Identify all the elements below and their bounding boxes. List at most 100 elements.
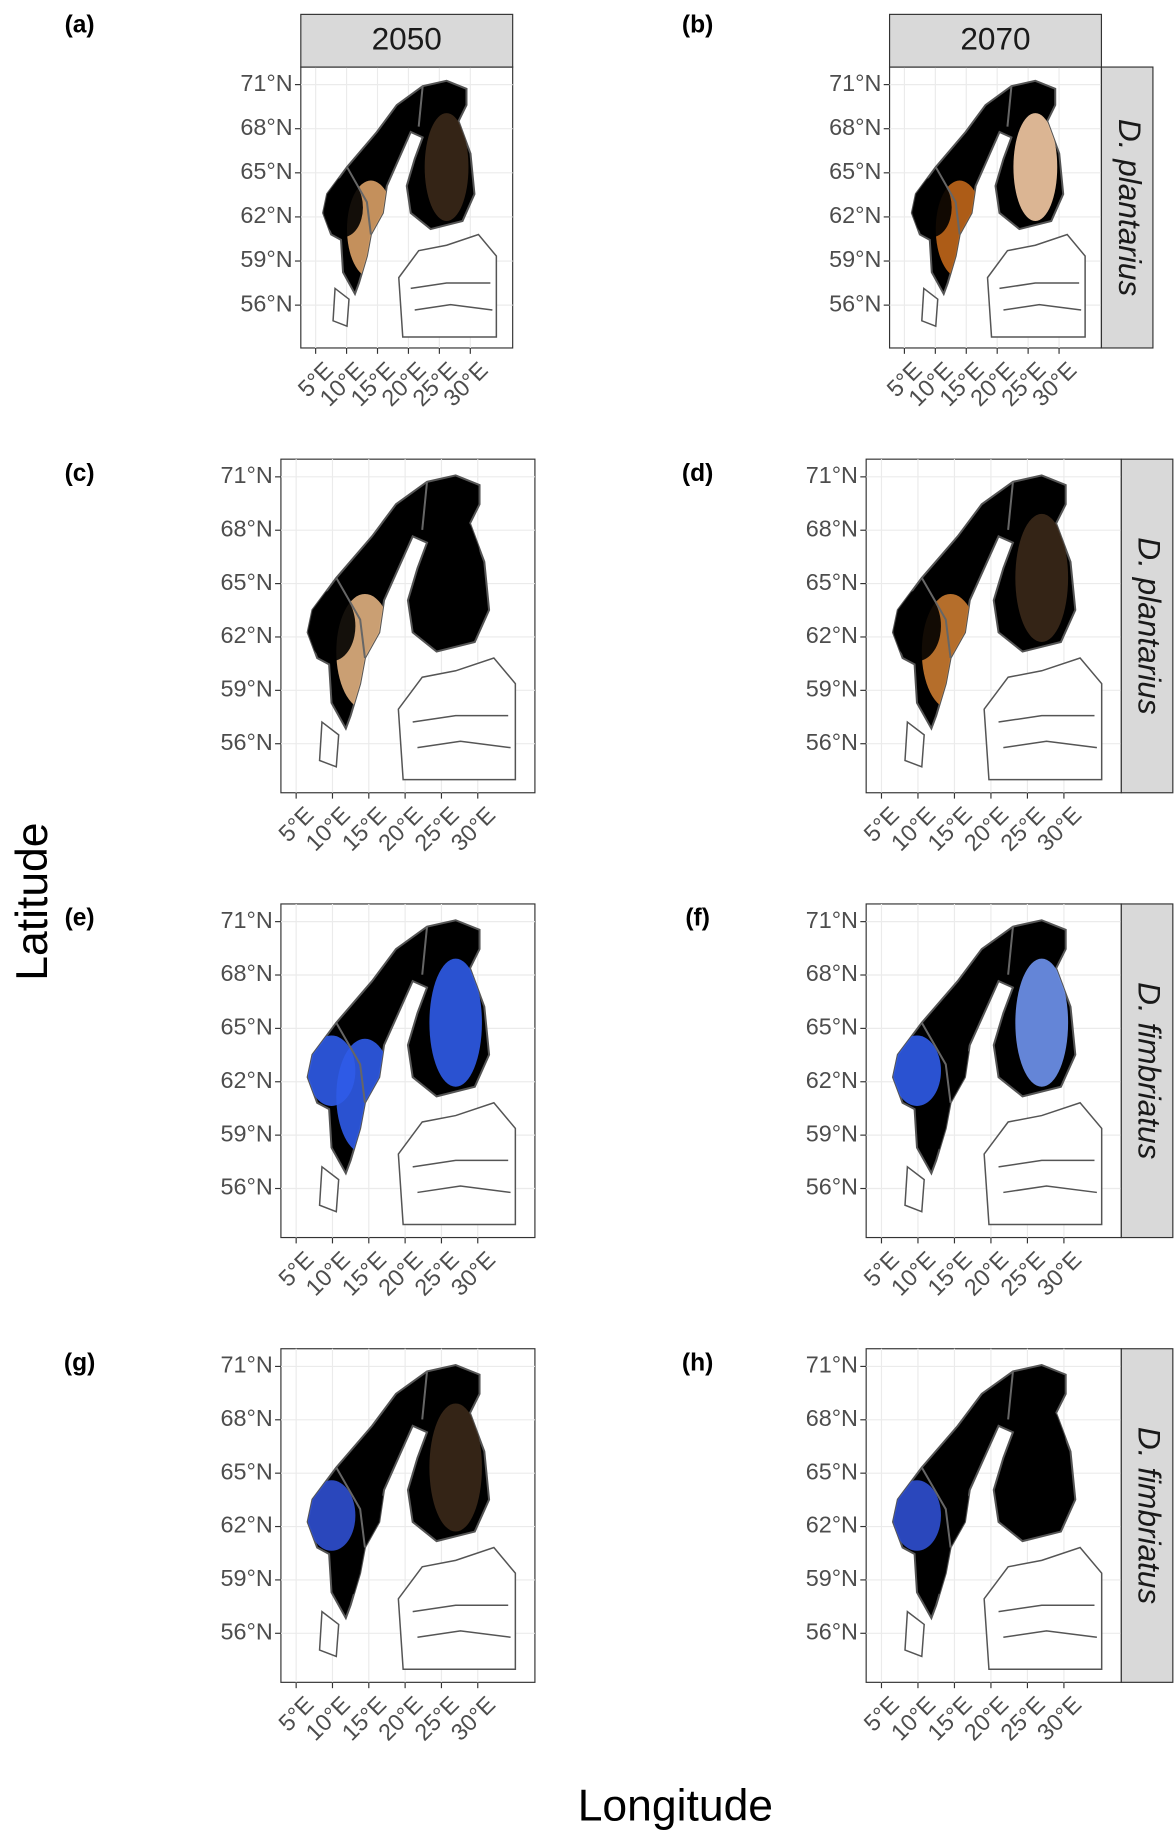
denmark <box>922 288 938 326</box>
baltic-region <box>984 1103 1102 1225</box>
border <box>922 1023 951 1103</box>
border <box>411 283 491 288</box>
border <box>1003 1631 1097 1637</box>
x-tick-label: 30°E <box>1032 1691 1086 1745</box>
border <box>999 1160 1095 1166</box>
panel-tag: (h) <box>682 1349 713 1376</box>
row-strip <box>1120 458 1174 794</box>
habitat-area <box>893 1480 941 1551</box>
row-strip-label: D. plantarius <box>1132 537 1168 715</box>
y-tick-label: 59°N <box>806 1565 858 1591</box>
y-tick-label: 59°N <box>240 246 292 272</box>
denmark <box>320 1167 339 1212</box>
map <box>323 81 496 337</box>
habitat-area <box>893 590 941 662</box>
border <box>417 1186 510 1192</box>
y-tick-label: 65°N <box>220 569 272 595</box>
border <box>1007 86 1011 126</box>
y-tick-label: 62°N <box>240 202 292 228</box>
panel-tag: (c) <box>65 460 95 487</box>
map <box>893 1365 1102 1669</box>
habitat-area <box>429 1403 482 1532</box>
border <box>417 741 510 747</box>
denmark <box>905 1612 924 1657</box>
habitat-area <box>893 1035 941 1106</box>
column-strip-label: 2070 <box>960 21 1030 57</box>
y-tick-label: 68°N <box>220 960 272 986</box>
baltic-region <box>398 1103 515 1225</box>
y-tick-label: 65°N <box>240 158 292 184</box>
y-tick-label: 62°N <box>220 1067 272 1093</box>
border <box>347 167 371 234</box>
y-tick-label: 62°N <box>220 622 272 648</box>
denmark <box>905 722 924 767</box>
y-tick-label: 68°N <box>240 114 292 140</box>
row-strip <box>1120 1348 1174 1683</box>
y-tick-label: 65°N <box>806 569 858 595</box>
y-tick-label: 65°N <box>806 1014 858 1040</box>
border <box>422 1371 427 1419</box>
map <box>308 1365 516 1669</box>
border <box>922 1467 951 1547</box>
denmark <box>333 288 349 326</box>
y-tick-label: 68°N <box>806 960 858 986</box>
column-strip <box>888 13 1103 68</box>
y-tick-label: 62°N <box>829 202 881 228</box>
habitat-area <box>911 177 952 238</box>
baltic-region <box>984 658 1102 780</box>
border <box>1003 741 1097 747</box>
y-tick-label: 71°N <box>829 70 881 96</box>
y-tick-label: 59°N <box>220 1120 272 1146</box>
baltic-region <box>984 1548 1102 1670</box>
y-tick-label: 71°N <box>220 907 272 933</box>
y-tick-label: 56°N <box>220 1174 272 1200</box>
x-tick-label: 30°E <box>1032 801 1086 855</box>
habitat-area <box>429 958 482 1087</box>
denmark <box>320 722 339 767</box>
border <box>413 1605 509 1611</box>
x-axis-title: Longitude <box>578 1781 773 1830</box>
y-tick-label: 65°N <box>220 1014 272 1040</box>
y-tick-label: 65°N <box>806 1458 858 1484</box>
x-tick-label: 30°E <box>446 801 500 855</box>
y-tick-label: 56°N <box>829 290 881 316</box>
x-tick-label: 30°E <box>1032 1246 1086 1300</box>
habitat-area <box>307 590 356 662</box>
border <box>999 1605 1095 1611</box>
habitat-area <box>1015 958 1069 1087</box>
border <box>415 305 493 310</box>
y-tick-label: 71°N <box>806 462 858 488</box>
border <box>936 167 960 234</box>
baltic-region <box>399 234 497 336</box>
border <box>336 1467 365 1547</box>
panel-tag: (g) <box>64 1349 95 1376</box>
y-tick-label: 59°N <box>220 1565 272 1591</box>
panel-tag: (a) <box>65 12 95 39</box>
panel: (a)71°N68°N65°N62°N59°N56°N5°E10°E15°E20… <box>65 12 514 411</box>
habitat-area <box>1015 513 1069 642</box>
border <box>417 1631 510 1637</box>
column-strip <box>300 13 514 68</box>
row-strip-label: D. plantarius <box>1112 119 1148 297</box>
habitat-area <box>424 113 469 221</box>
border <box>1008 482 1013 530</box>
y-tick-label: 59°N <box>220 676 272 702</box>
y-tick-label: 56°N <box>220 729 272 755</box>
habitat-area <box>307 1480 356 1551</box>
panel: (f) 71°N68°N65°N62°N59°N56°N5°E10°E15°E20… <box>685 903 1174 1301</box>
row-strip-label: D. fimbriatus <box>1132 1427 1168 1605</box>
border <box>1008 1371 1013 1419</box>
y-tick-label: 56°N <box>806 1618 858 1644</box>
y-tick-label: 62°N <box>220 1512 272 1538</box>
y-tick-label: 68°N <box>829 114 881 140</box>
denmark <box>320 1612 339 1657</box>
habitat-area <box>1013 113 1058 221</box>
y-tick-label: 71°N <box>806 1352 858 1378</box>
y-axis-title: Latitude <box>8 822 57 980</box>
row-strip <box>1100 66 1154 349</box>
y-tick-label: 56°N <box>806 729 858 755</box>
row-strip-label: D. fimbriatus <box>1132 982 1168 1160</box>
border <box>1008 927 1013 975</box>
